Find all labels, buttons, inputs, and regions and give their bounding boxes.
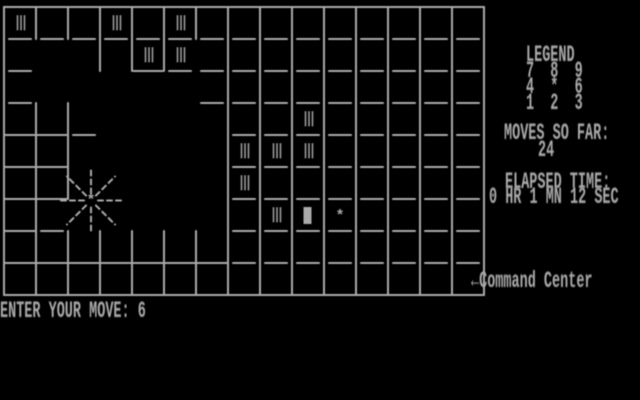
svg-text:*: * <box>86 193 95 210</box>
svg-text:*: * <box>335 208 344 225</box>
